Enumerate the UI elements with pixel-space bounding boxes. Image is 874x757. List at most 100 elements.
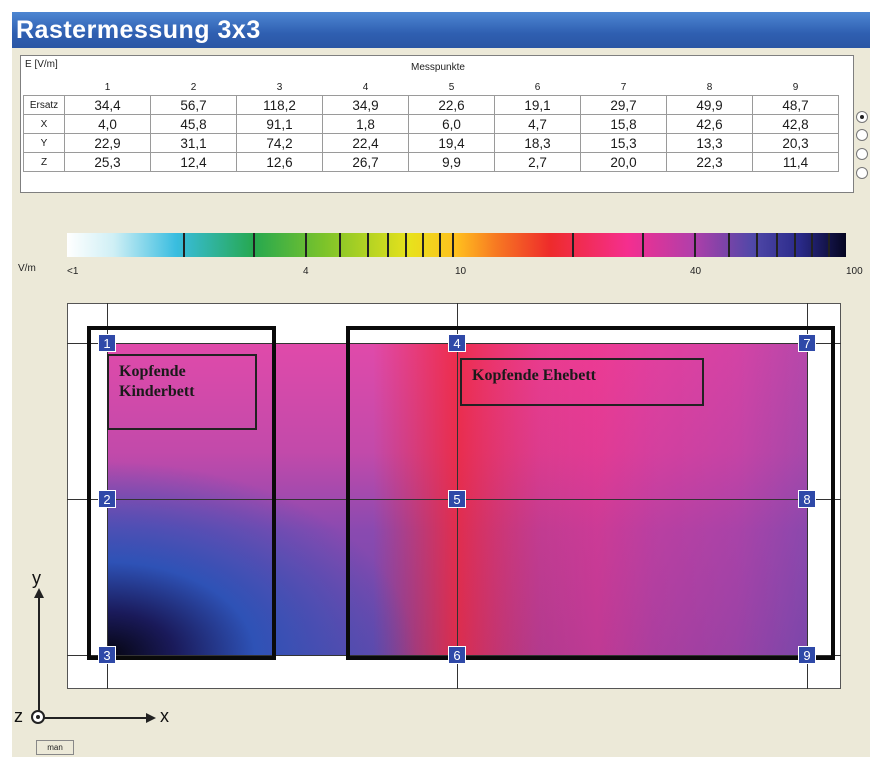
table-cell: 22,9 — [64, 133, 151, 153]
table-cell: 42,8 — [752, 114, 839, 134]
table-cell: 15,3 — [580, 133, 667, 153]
table-cell: 25,3 — [64, 152, 151, 172]
scale-tick — [339, 233, 341, 257]
y-axis-label: y — [32, 568, 41, 588]
row-header: X — [23, 114, 65, 134]
table-cell: 15,8 — [580, 114, 667, 134]
double-bed-label: Kopfende Ehebett — [460, 358, 704, 406]
scale-tick — [828, 233, 830, 257]
x-axis-label: x — [160, 706, 169, 726]
table-cell: 4,7 — [494, 114, 581, 134]
column-header: 8 — [706, 81, 713, 93]
table-cell: 2,7 — [494, 152, 581, 172]
column-header: 5 — [448, 81, 455, 93]
scale-tick — [405, 233, 407, 257]
scale-label: 40 — [690, 266, 702, 277]
table-cell: 91,1 — [236, 114, 323, 134]
z-axis-label: z — [14, 706, 23, 726]
scale-tick — [756, 233, 758, 257]
table-cell: 34,9 — [322, 95, 409, 115]
table-row: Ersatz 34,4 56,7 118,2 34,9 22,6 19,1 29,7 49,9 4… — [23, 95, 839, 115]
table-cell: 4,0 — [64, 114, 151, 134]
column-header: 6 — [534, 81, 541, 93]
table-cell: 12,4 — [150, 152, 237, 172]
scale-tick — [572, 233, 574, 257]
x-axis-arrow-icon — [146, 713, 156, 723]
table-row: Y 22,9 31,1 74,2 22,4 19,4 18,3 15,3 13,3 20,3 — [23, 133, 839, 153]
table-unit-label: E [V/m] — [25, 59, 58, 70]
scale-tick — [642, 233, 644, 257]
table-cell: 45,8 — [150, 114, 237, 134]
table-cell: 20,3 — [752, 133, 839, 153]
table-cell: 31,1 — [150, 133, 237, 153]
table-cell: 26,7 — [322, 152, 409, 172]
column-header: 3 — [276, 81, 283, 93]
table-cell: 18,3 — [494, 133, 581, 153]
measurement-point-7[interactable]: 7 — [798, 334, 816, 352]
column-header: 7 — [620, 81, 627, 93]
table-cell: 34,4 — [64, 95, 151, 115]
child-bed-label-line2: Kinderbett — [119, 383, 195, 400]
measurement-point-1[interactable]: 1 — [98, 334, 116, 352]
scale-tick — [183, 233, 185, 257]
table-row: Z 25,3 12,4 12,6 26,7 9,9 2,7 20,0 22,3 11,4 — [23, 152, 839, 172]
table-cell: 6,0 — [408, 114, 495, 134]
table-cell: 9,9 — [408, 152, 495, 172]
measurement-point-3[interactable]: 3 — [98, 646, 116, 664]
scale-label: 4 — [303, 266, 309, 277]
table-corner — [24, 79, 65, 96]
table-cell: 11,4 — [752, 152, 839, 172]
radio-ersatz[interactable] — [856, 111, 868, 123]
measurement-point-4[interactable]: 4 — [448, 334, 466, 352]
x-axis-line — [38, 717, 148, 719]
radio-z[interactable] — [856, 167, 868, 179]
radio-y[interactable] — [856, 148, 868, 160]
scale-tick — [776, 233, 778, 257]
table-cell: 29,7 — [580, 95, 667, 115]
table-cell: 49,9 — [666, 95, 753, 115]
scale-tick — [728, 233, 730, 257]
table-cell: 12,6 — [236, 152, 323, 172]
scale-label: <1 — [67, 266, 79, 277]
table-cell: 22,3 — [666, 152, 753, 172]
table-cell: 1,8 — [322, 114, 409, 134]
measurement-point-8[interactable]: 8 — [798, 490, 816, 508]
measurement-point-2[interactable]: 2 — [98, 490, 116, 508]
man-button[interactable]: man — [36, 740, 74, 755]
measurement-point-9[interactable]: 9 — [798, 646, 816, 664]
column-header: 1 — [104, 81, 111, 93]
scale-label: 10 — [455, 266, 467, 277]
measurement-point-6[interactable]: 6 — [448, 646, 466, 664]
row-header: Ersatz — [23, 95, 65, 115]
table-cell: 19,1 — [494, 95, 581, 115]
y-axis-line — [38, 594, 40, 714]
scale-tick — [253, 233, 255, 257]
column-header: 2 — [190, 81, 197, 93]
table-cell: 13,3 — [666, 133, 753, 153]
child-bed-outline — [87, 326, 276, 660]
child-bed-label: Kopfende Kinderbett — [107, 354, 257, 430]
double-bed-outline — [346, 326, 835, 660]
double-bed-label-text: Kopfende Ehebett — [472, 367, 596, 384]
scale-label: 100 — [846, 266, 863, 277]
table-cell: 19,4 — [408, 133, 495, 153]
scale-tick — [439, 233, 441, 257]
scale-tick — [794, 233, 796, 257]
window-title: Rastermessung 3x3 — [12, 12, 870, 48]
table-cell: 48,7 — [752, 95, 839, 115]
measurement-point-5[interactable]: 5 — [448, 490, 466, 508]
table-cell: 20,0 — [580, 152, 667, 172]
measurement-table: 1 2 3 4 5 6 7 8 9 Ersatz 34,4 56,7 118,2 34,… — [23, 79, 839, 172]
table-group-label: Messpunkte — [411, 62, 465, 73]
scale-unit-label: V/m — [18, 263, 36, 274]
table-cell: 22,6 — [408, 95, 495, 115]
table-cell: 22,4 — [322, 133, 409, 153]
scale-tick — [387, 233, 389, 257]
measurement-table-frame: E [V/m] Messpunkte 1 2 3 4 5 6 7 8 9 Ers… — [20, 55, 854, 193]
z-axis-dot-icon — [31, 710, 45, 724]
child-bed-label-line1: Kopfende — [119, 363, 186, 380]
radio-x[interactable] — [856, 129, 868, 141]
table-cell: 42,6 — [666, 114, 753, 134]
scale-tick — [422, 233, 424, 257]
row-header: Z — [23, 152, 65, 172]
